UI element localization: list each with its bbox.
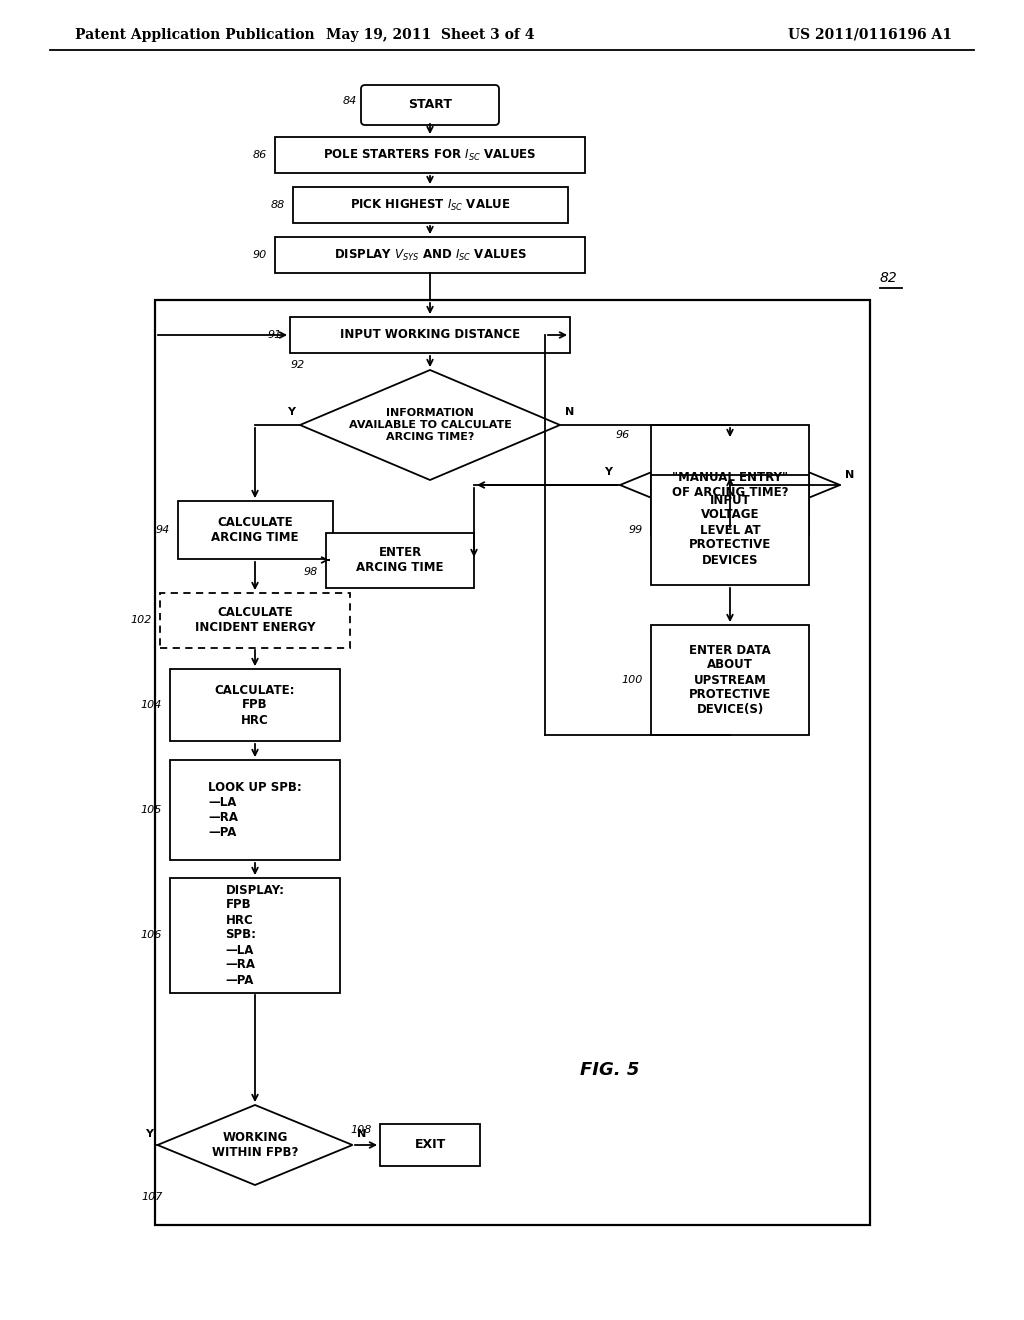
Bar	[170, 878, 340, 993]
Text: INPUT WORKING DISTANCE: INPUT WORKING DISTANCE	[340, 329, 520, 342]
Polygon shape	[158, 1105, 352, 1185]
Text: 108: 108	[350, 1125, 372, 1135]
Text: 102: 102	[131, 615, 152, 624]
Text: DISPLAY $V_{SYS}$ AND $I_{SC}$ VALUES: DISPLAY $V_{SYS}$ AND $I_{SC}$ VALUES	[334, 247, 526, 263]
Text: Y: Y	[604, 467, 612, 477]
Text: 82: 82	[880, 271, 898, 285]
Text: EXIT: EXIT	[415, 1138, 445, 1151]
Text: Patent Application Publication: Patent Application Publication	[75, 28, 314, 42]
Bar	[326, 532, 474, 587]
Text: May 19, 2011  Sheet 3 of 4: May 19, 2011 Sheet 3 of 4	[326, 28, 535, 42]
Text: 94: 94	[156, 525, 170, 535]
Text: ENTER
ARCING TIME: ENTER ARCING TIME	[356, 546, 443, 574]
Text: US 2011/0116196 A1: US 2011/0116196 A1	[788, 28, 952, 42]
Bar	[275, 238, 585, 273]
Text: 106: 106	[140, 931, 162, 940]
Text: CALCULATE
INCIDENT ENERGY: CALCULATE INCIDENT ENERGY	[195, 606, 315, 634]
Text: Y: Y	[287, 407, 295, 417]
Text: FIG. 5: FIG. 5	[580, 1061, 639, 1078]
Text: Y: Y	[145, 1129, 153, 1139]
Bar	[170, 760, 340, 861]
Text: 91: 91	[267, 330, 282, 341]
Text: INFORMATION
AVAILABLE TO CALCULATE
ARCING TIME?: INFORMATION AVAILABLE TO CALCULATE ARCIN…	[348, 408, 511, 442]
Text: N: N	[357, 1129, 367, 1139]
Bar	[651, 425, 809, 535]
Bar	[177, 502, 333, 558]
Text: 84: 84	[343, 96, 357, 106]
Text: DISPLAY:
FPB
HRC
SPB:
—LA
—RA
—PA: DISPLAY: FPB HRC SPB: —LA —RA —PA	[225, 883, 285, 986]
Polygon shape	[620, 440, 840, 531]
Text: 104: 104	[140, 700, 162, 710]
Text: START: START	[408, 99, 452, 111]
Text: ENTER DATA
ABOUT
UPSTREAM
PROTECTIVE
DEVICE(S): ENTER DATA ABOUT UPSTREAM PROTECTIVE DEV…	[689, 644, 771, 717]
Bar	[290, 317, 570, 352]
Text: 99: 99	[629, 525, 643, 535]
Text: 86: 86	[253, 150, 267, 160]
Text: 98: 98	[304, 568, 318, 577]
Text: 96: 96	[615, 430, 630, 440]
Bar	[155, 300, 870, 1225]
Text: 88: 88	[270, 201, 285, 210]
Text: "MANUAL ENTRY"
OF ARCING TIME?: "MANUAL ENTRY" OF ARCING TIME?	[672, 471, 788, 499]
Text: 100: 100	[622, 675, 643, 685]
Text: 90: 90	[253, 249, 267, 260]
FancyBboxPatch shape	[361, 84, 499, 125]
Bar	[160, 593, 350, 648]
Polygon shape	[300, 370, 560, 480]
Text: 107: 107	[141, 1192, 163, 1203]
Text: N: N	[845, 470, 854, 480]
Text: INPUT
VOLTAGE
LEVEL AT
PROTECTIVE
DEVICES: INPUT VOLTAGE LEVEL AT PROTECTIVE DEVICE…	[689, 494, 771, 566]
Text: CALCULATE
ARCING TIME: CALCULATE ARCING TIME	[211, 516, 299, 544]
Bar	[170, 669, 340, 741]
Bar	[293, 187, 567, 223]
Text: WORKING
WITHIN FPB?: WORKING WITHIN FPB?	[212, 1131, 298, 1159]
Bar	[651, 475, 809, 585]
Text: PICK HIGHEST $I_{SC}$ VALUE: PICK HIGHEST $I_{SC}$ VALUE	[350, 198, 510, 213]
Text: CALCULATE:
FPB
HRC: CALCULATE: FPB HRC	[215, 684, 295, 726]
Text: LOOK UP SPB:
—LA
—RA
—PA: LOOK UP SPB: —LA —RA —PA	[208, 781, 302, 840]
Bar	[275, 137, 585, 173]
Bar	[380, 1125, 480, 1166]
Text: 105: 105	[140, 805, 162, 814]
Text: 92: 92	[291, 360, 305, 370]
Text: POLE STARTERS FOR $I_{SC}$ VALUES: POLE STARTERS FOR $I_{SC}$ VALUES	[324, 148, 537, 162]
Bar	[651, 624, 809, 735]
Text: N: N	[565, 407, 574, 417]
